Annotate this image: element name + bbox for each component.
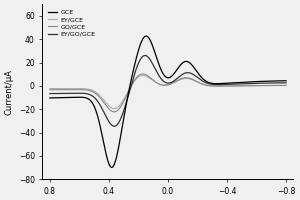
EY/GCE	[144, 75, 148, 77]
EY/GCE	[48, 87, 52, 90]
EY/GO/GCE	[153, 66, 156, 69]
GO/GCE	[233, 85, 236, 87]
Line: EY/GO/GCE: EY/GO/GCE	[50, 55, 286, 126]
GO/GCE	[112, 111, 116, 113]
GCE	[72, 96, 76, 99]
EY/GO/GCE	[211, 83, 214, 86]
EY/GO/GCE	[233, 83, 236, 85]
GCE	[211, 82, 214, 85]
EY/GCE	[141, 74, 145, 77]
EY/GO/GCE	[112, 125, 116, 127]
GCE	[233, 81, 236, 84]
GCE	[144, 35, 147, 37]
EY/GCE	[211, 85, 214, 87]
GO/GCE	[211, 85, 214, 87]
EY/GO/GCE	[144, 54, 148, 57]
Line: GCE: GCE	[50, 36, 286, 167]
EY/GCE	[72, 87, 76, 90]
Y-axis label: Current/μA: Current/μA	[4, 69, 13, 115]
EY/GCE	[237, 85, 241, 87]
Legend: GCE, EY/GCE, GO/GCE, EY/GO/GCE: GCE, EY/GCE, GO/GCE, EY/GO/GCE	[46, 7, 98, 39]
EY/GO/GCE	[237, 83, 241, 85]
GCE	[48, 97, 52, 99]
EY/GCE	[112, 107, 116, 110]
EY/GO/GCE	[72, 92, 76, 94]
GO/GCE	[153, 80, 156, 82]
EY/GCE	[284, 84, 288, 87]
EY/GO/GCE	[143, 54, 147, 57]
GCE	[110, 166, 114, 169]
GO/GCE	[237, 85, 241, 87]
GO/GCE	[141, 73, 145, 75]
EY/GCE	[153, 80, 156, 83]
GCE	[153, 50, 156, 52]
GO/GCE	[284, 84, 288, 87]
GCE	[237, 81, 241, 84]
EY/GO/GCE	[48, 92, 52, 95]
Line: GO/GCE: GO/GCE	[50, 74, 286, 112]
EY/GCE	[233, 85, 236, 87]
GCE	[284, 80, 288, 82]
GO/GCE	[48, 89, 52, 91]
EY/GO/GCE	[284, 82, 288, 84]
GO/GCE	[144, 74, 148, 76]
GCE	[144, 35, 148, 37]
GO/GCE	[72, 88, 76, 91]
Line: EY/GCE: EY/GCE	[50, 75, 286, 109]
